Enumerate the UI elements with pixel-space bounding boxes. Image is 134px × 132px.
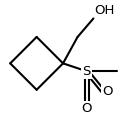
- Text: O: O: [102, 85, 113, 98]
- Text: O: O: [82, 102, 92, 115]
- Text: OH: OH: [95, 4, 115, 17]
- Text: S: S: [83, 65, 91, 78]
